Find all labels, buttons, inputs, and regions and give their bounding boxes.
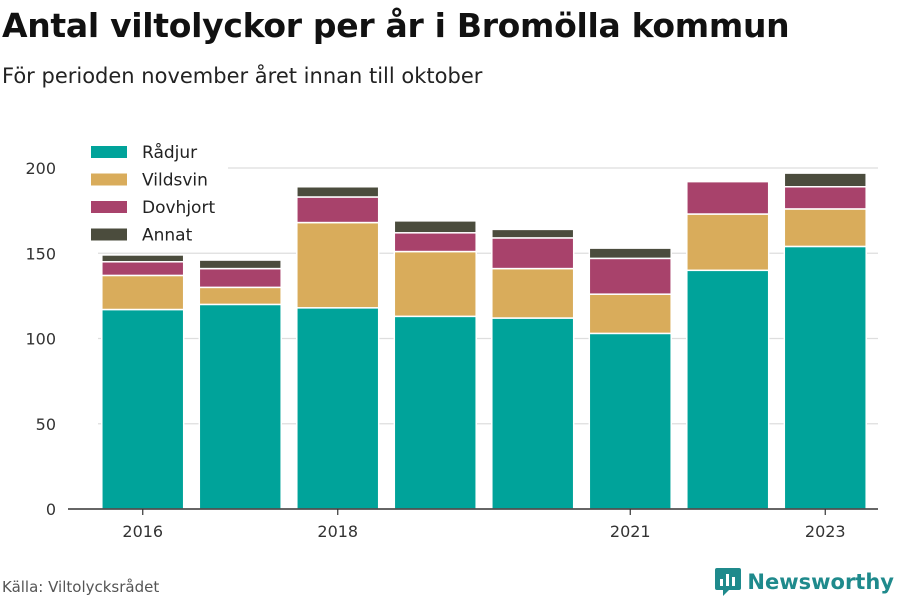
y-tick-label-100: 100 (25, 330, 56, 349)
bar-2021-dovhjort (588, 257, 672, 295)
bar-2016-dovhjort (101, 261, 185, 277)
y-tick-label-0: 0 (46, 500, 56, 519)
legend-label-rådjur: Rådjur (142, 142, 197, 163)
bar-2022-rådjur (686, 269, 770, 510)
x-tick-label-2023: 2023 (805, 522, 846, 541)
source-note: Källa: Viltolycksrådet (2, 578, 160, 596)
bar-2021-annat (588, 247, 672, 260)
bar-2021-vildsvin (588, 293, 672, 335)
legend-swatch-vildsvin (91, 173, 127, 186)
newsworthy-logo-icon (715, 568, 742, 596)
bar-2018-annat (296, 186, 380, 198)
bar-2018-rådjur (296, 307, 380, 510)
bar-2020-annat (491, 228, 575, 239)
bar-2023-dovhjort (783, 186, 867, 210)
bar-2020-rådjur (491, 317, 575, 510)
x-tick-label-2016: 2016 (122, 522, 163, 541)
bars (101, 172, 867, 510)
legend-label-dovhjort: Dovhjort (142, 198, 215, 218)
brand-name: Newsworthy (747, 570, 894, 594)
y-tick-label-150: 150 (25, 244, 56, 263)
legend-swatch-annat (91, 228, 127, 241)
x-tick-label-2021: 2021 (610, 522, 651, 541)
bar-2022-vildsvin (686, 213, 770, 272)
legend-swatch-dovhjort (91, 201, 127, 213)
bar-2020-dovhjort (491, 237, 575, 270)
bar-2023-vildsvin (783, 208, 867, 248)
stacked-bar-chart: 0 50 100 150 200 2016 2018 2021 2023 Rådjur Vild… (25, 138, 878, 541)
bar-2023-rådjur (783, 245, 867, 510)
brand: Newsworthy (715, 568, 894, 596)
bar-2021-rådjur (588, 332, 672, 510)
x-tick-label-2018: 2018 (317, 522, 358, 541)
bar-2018-vildsvin (296, 221, 380, 309)
bar-2023-annat (783, 172, 867, 188)
bar-2019-dovhjort (393, 232, 477, 253)
page-title: Antal viltolyckor per år i Bromölla komm… (2, 6, 790, 45)
bar-2017-vildsvin (198, 286, 282, 306)
bar-2016-vildsvin (101, 274, 185, 311)
y-tick-label-50: 50 (36, 415, 56, 434)
legend-label-annat: Annat (142, 226, 193, 246)
legend-label-vildsvin: Vildsvin (142, 171, 208, 191)
bar-2017-annat (198, 259, 282, 270)
bar-2019-vildsvin (393, 250, 477, 318)
x-axis-ticks: 2016 2018 2021 2023 (122, 509, 846, 541)
page-subtitle: För perioden november året innan till ok… (2, 64, 483, 88)
bar-2022-dovhjort (686, 180, 770, 215)
legend: Rådjur Vildsvin Dovhjort Annat (80, 138, 228, 250)
bar-2016-rådjur (101, 308, 185, 510)
y-tick-label-200: 200 (25, 159, 56, 178)
bar-2018-dovhjort (296, 196, 380, 224)
bar-2016-annat (101, 254, 185, 263)
bar-2019-annat (393, 220, 477, 234)
bar-2020-vildsvin (491, 267, 575, 319)
bar-2019-rådjur (393, 315, 477, 510)
bar-2017-rådjur (198, 303, 282, 510)
bar-2017-dovhjort (198, 267, 282, 289)
y-axis-ticks: 0 50 100 150 200 (25, 159, 56, 519)
legend-swatch-rådjur (91, 146, 127, 158)
